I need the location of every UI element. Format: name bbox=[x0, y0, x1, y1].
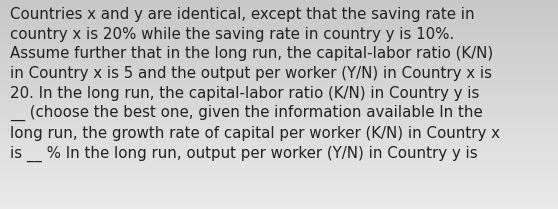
Text: Countries x and y are identical, except that the saving rate in
country x is 20%: Countries x and y are identical, except … bbox=[10, 7, 500, 162]
